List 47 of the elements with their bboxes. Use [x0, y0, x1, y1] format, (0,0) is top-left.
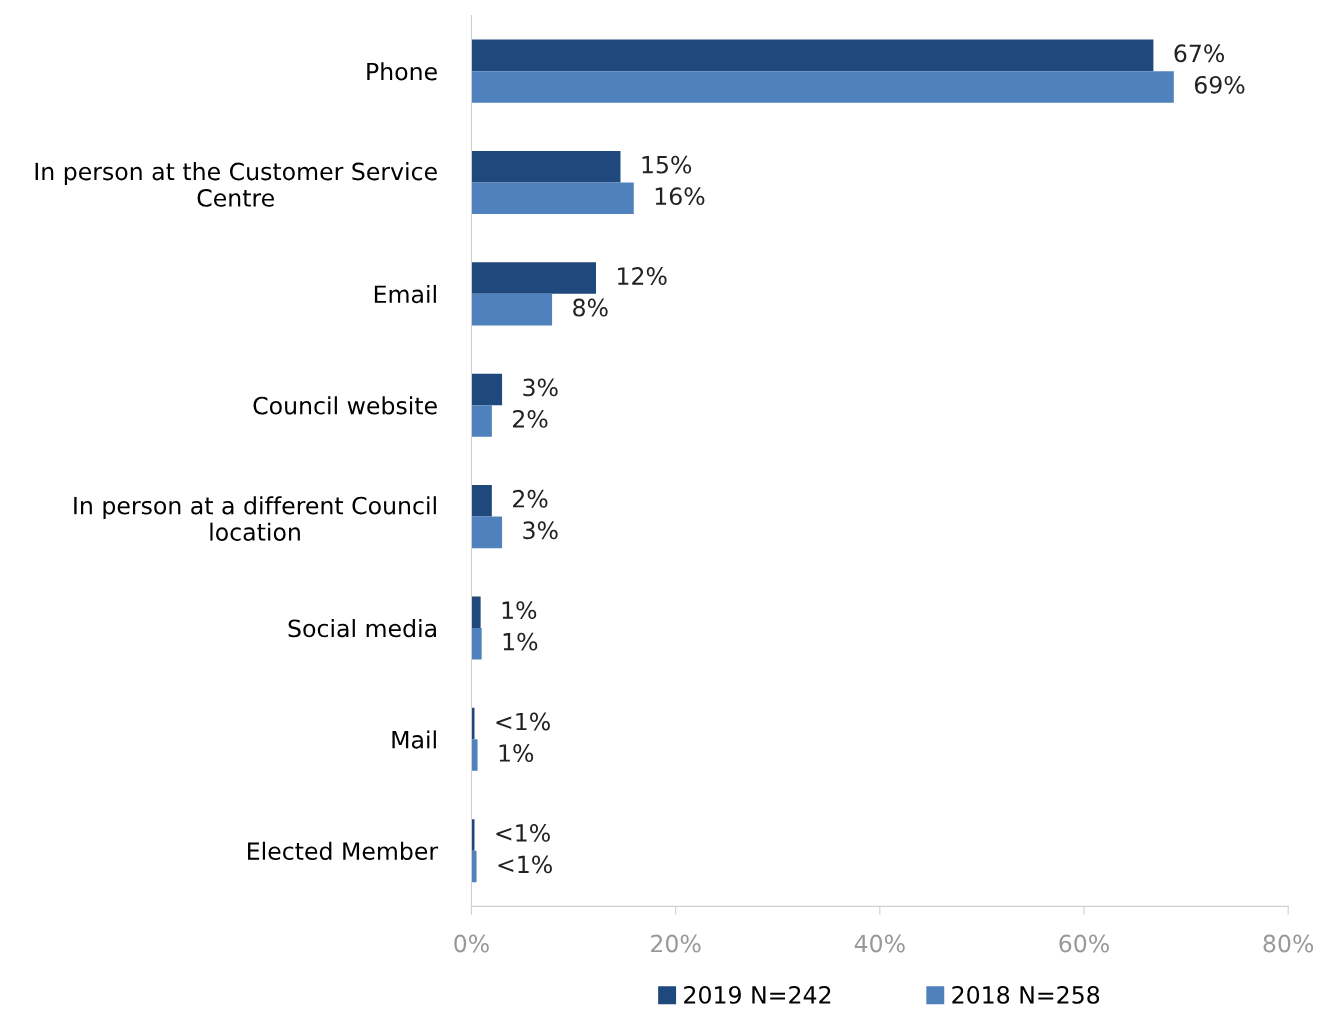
- bar: [471, 150, 621, 183]
- bar: [471, 182, 634, 215]
- bar: [471, 627, 482, 660]
- bar: [471, 39, 1154, 72]
- x-tick-label: 0%: [454, 934, 489, 953]
- x-tick-label: 20%: [651, 934, 701, 953]
- bar: [471, 596, 481, 628]
- y-tick-label: Phone: [367, 62, 437, 81]
- bar: [471, 405, 492, 437]
- y-tick-label: In person at the Customer Service Centre: [35, 162, 437, 207]
- bar: [471, 707, 475, 740]
- data-label: 1%: [499, 744, 534, 762]
- y-tick-label: Council website: [253, 396, 437, 415]
- x-tick-label: 40%: [854, 934, 905, 953]
- y-tick-label: Social media: [288, 619, 436, 638]
- bar: [471, 739, 478, 771]
- data-label: 12%: [618, 267, 667, 285]
- data-label: 16%: [655, 187, 705, 206]
- data-label: 1%: [503, 632, 538, 651]
- data-label: 2%: [513, 409, 548, 428]
- legend-label: 2018 N=258: [952, 985, 1100, 1004]
- bar: [471, 819, 475, 851]
- bar: [471, 516, 503, 549]
- y-tick-label: In person at a different Council location: [74, 496, 436, 541]
- x-tick-label: 80%: [1263, 934, 1314, 953]
- data-label: 2%: [513, 489, 548, 508]
- data-label: 1%: [502, 601, 537, 620]
- data-label: <1%: [496, 823, 550, 842]
- data-label: 67%: [1174, 44, 1225, 63]
- data-label: 15%: [642, 155, 692, 174]
- data-label: <1%: [498, 855, 552, 874]
- data-label: 69%: [1194, 75, 1245, 94]
- x-tick-label: 60%: [1059, 934, 1109, 953]
- data-label: <1%: [496, 712, 550, 731]
- y-tick-label: Elected Member: [248, 841, 439, 861]
- data-label: 8%: [573, 298, 608, 317]
- bar: [471, 485, 492, 517]
- legend-label: 2019 N=242: [684, 985, 831, 1004]
- bar: [471, 850, 477, 883]
- bar: [471, 293, 553, 326]
- bar: [471, 262, 596, 294]
- y-tick-label: Email: [374, 284, 436, 304]
- y-tick-label: Mail: [392, 730, 436, 749]
- bar: [471, 71, 1174, 103]
- bar: [471, 373, 503, 406]
- data-label: 3%: [523, 521, 558, 540]
- data-label: 3%: [523, 378, 558, 397]
